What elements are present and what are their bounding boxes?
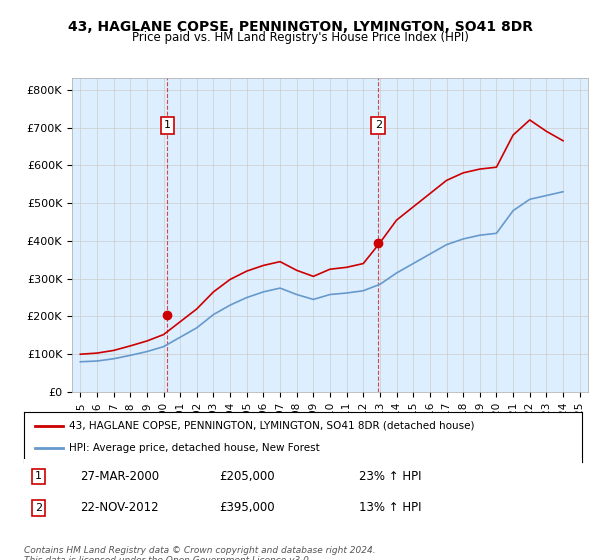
- Text: 43, HAGLANE COPSE, PENNINGTON, LYMINGTON, SO41 8DR: 43, HAGLANE COPSE, PENNINGTON, LYMINGTON…: [67, 20, 533, 34]
- Text: 1: 1: [164, 120, 171, 130]
- Text: 2: 2: [375, 120, 382, 130]
- Text: 43, HAGLANE COPSE, PENNINGTON, LYMINGTON, SO41 8DR (detached house): 43, HAGLANE COPSE, PENNINGTON, LYMINGTON…: [68, 421, 474, 431]
- Text: 13% ↑ HPI: 13% ↑ HPI: [359, 501, 421, 514]
- Text: 27-MAR-2000: 27-MAR-2000: [80, 470, 159, 483]
- Text: £205,000: £205,000: [220, 470, 275, 483]
- Text: £395,000: £395,000: [220, 501, 275, 514]
- Text: 22-NOV-2012: 22-NOV-2012: [80, 501, 158, 514]
- Text: Contains HM Land Registry data © Crown copyright and database right 2024.
This d: Contains HM Land Registry data © Crown c…: [24, 546, 376, 560]
- Text: 1: 1: [35, 472, 42, 482]
- Text: Price paid vs. HM Land Registry's House Price Index (HPI): Price paid vs. HM Land Registry's House …: [131, 31, 469, 44]
- Text: HPI: Average price, detached house, New Forest: HPI: Average price, detached house, New …: [68, 443, 319, 453]
- Text: 2: 2: [35, 503, 42, 513]
- Text: 23% ↑ HPI: 23% ↑ HPI: [359, 470, 421, 483]
